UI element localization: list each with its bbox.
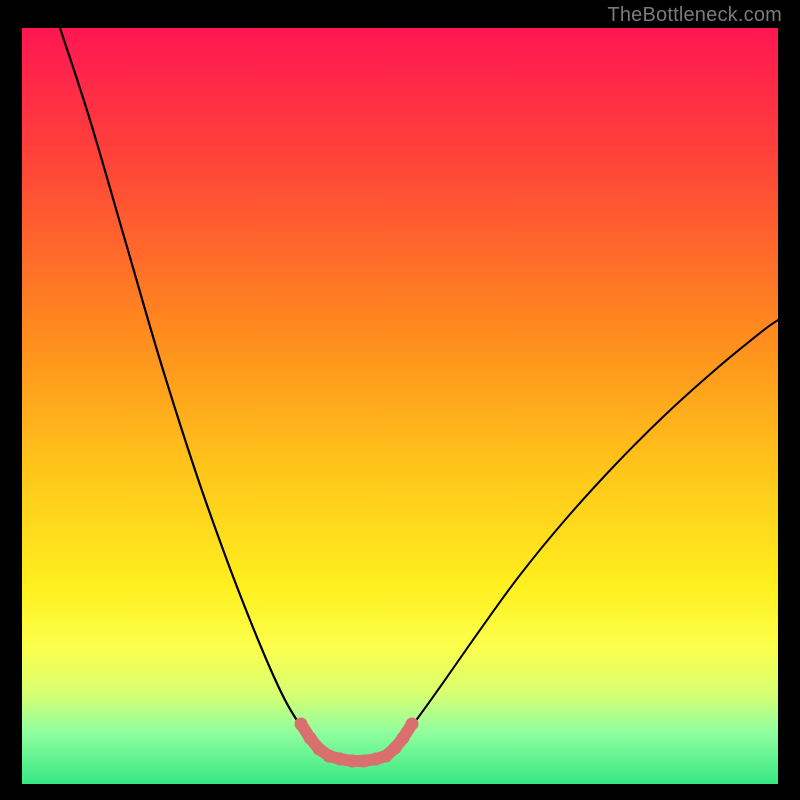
right-curve <box>404 320 778 736</box>
marker-dot <box>406 718 419 731</box>
marker-dot <box>358 755 371 768</box>
marker-dot <box>346 755 359 768</box>
marker-dot <box>295 718 308 731</box>
watermark-text: TheBottleneck.com <box>607 4 782 27</box>
chart-frame: TheBottleneck.com <box>0 0 800 800</box>
curves-layer <box>0 0 800 800</box>
left-curve <box>60 28 308 736</box>
marker-dot <box>334 753 347 766</box>
marker-dot <box>323 750 336 763</box>
marker-dot <box>304 732 317 745</box>
marker-dot <box>397 732 410 745</box>
